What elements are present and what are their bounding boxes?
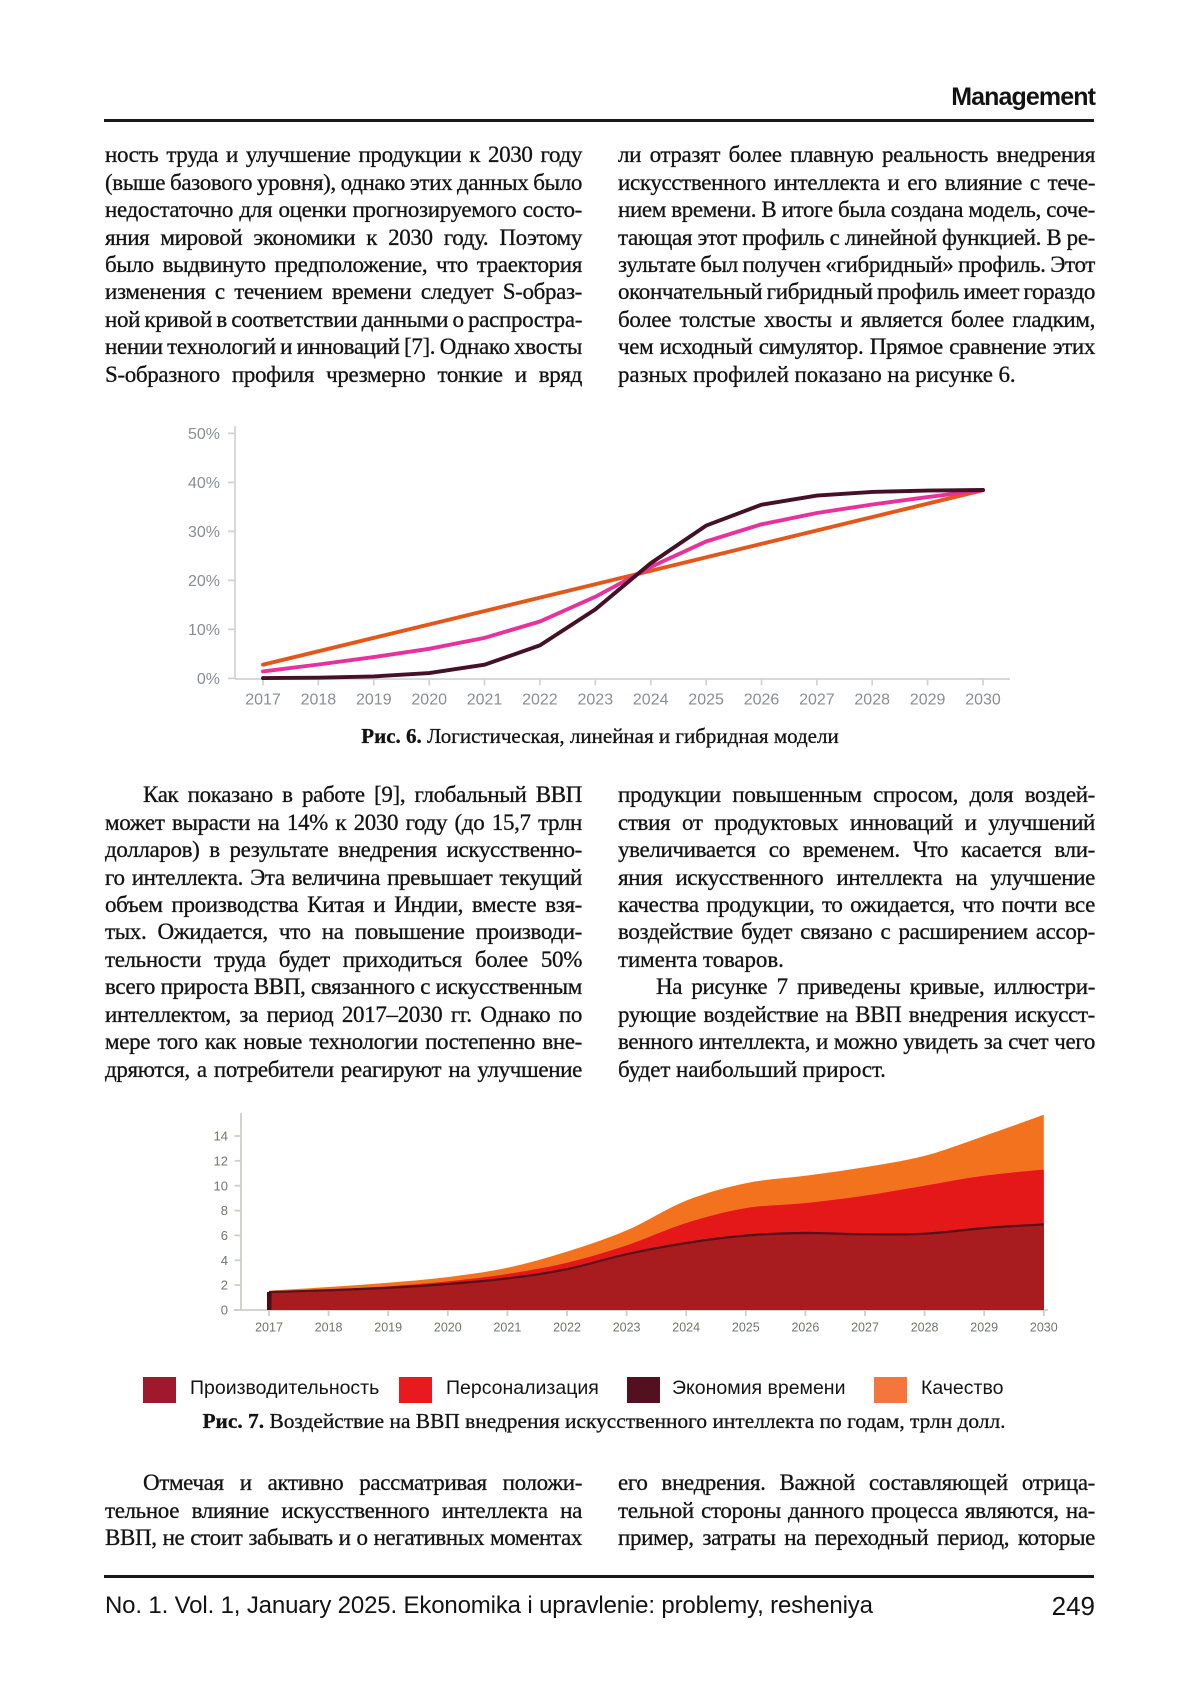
svg-text:2026: 2026 — [791, 1321, 819, 1335]
svg-text:2028: 2028 — [911, 1321, 939, 1335]
svg-text:2017: 2017 — [245, 692, 281, 709]
svg-text:20%: 20% — [188, 573, 220, 590]
svg-text:2027: 2027 — [799, 692, 835, 709]
svg-text:0: 0 — [221, 1303, 228, 1318]
svg-text:6: 6 — [221, 1228, 228, 1243]
svg-text:40%: 40% — [188, 475, 220, 492]
svg-text:2: 2 — [221, 1278, 228, 1293]
svg-text:2022: 2022 — [553, 1321, 581, 1335]
svg-text:2025: 2025 — [732, 1321, 760, 1335]
svg-text:10%: 10% — [188, 622, 220, 639]
svg-text:14: 14 — [214, 1129, 228, 1144]
svg-text:2023: 2023 — [578, 692, 614, 709]
svg-text:2029: 2029 — [910, 692, 946, 709]
svg-text:2024: 2024 — [633, 692, 669, 709]
svg-text:2018: 2018 — [315, 1321, 343, 1335]
svg-text:2017: 2017 — [255, 1321, 283, 1335]
svg-text:2030: 2030 — [1030, 1321, 1058, 1335]
svg-text:2023: 2023 — [613, 1321, 641, 1335]
svg-text:2021: 2021 — [493, 1321, 521, 1335]
svg-text:2022: 2022 — [522, 692, 558, 709]
svg-text:10: 10 — [214, 1178, 228, 1193]
svg-text:2024: 2024 — [672, 1321, 700, 1335]
svg-text:2020: 2020 — [434, 1321, 462, 1335]
svg-text:2029: 2029 — [970, 1321, 998, 1335]
svg-text:2018: 2018 — [301, 692, 337, 709]
svg-text:2025: 2025 — [688, 692, 724, 709]
svg-text:2026: 2026 — [744, 692, 780, 709]
svg-text:2028: 2028 — [854, 692, 890, 709]
svg-text:2027: 2027 — [851, 1321, 879, 1335]
svg-text:8: 8 — [221, 1203, 228, 1218]
svg-text:2020: 2020 — [411, 692, 447, 709]
svg-text:12: 12 — [214, 1153, 228, 1168]
svg-text:30%: 30% — [188, 524, 220, 541]
svg-text:2030: 2030 — [965, 692, 1001, 709]
svg-text:4: 4 — [221, 1253, 228, 1268]
svg-text:50%: 50% — [188, 426, 220, 443]
svg-text:2021: 2021 — [467, 692, 503, 709]
svg-text:2019: 2019 — [374, 1321, 402, 1335]
svg-text:0%: 0% — [197, 671, 220, 688]
svg-text:2019: 2019 — [356, 692, 392, 709]
